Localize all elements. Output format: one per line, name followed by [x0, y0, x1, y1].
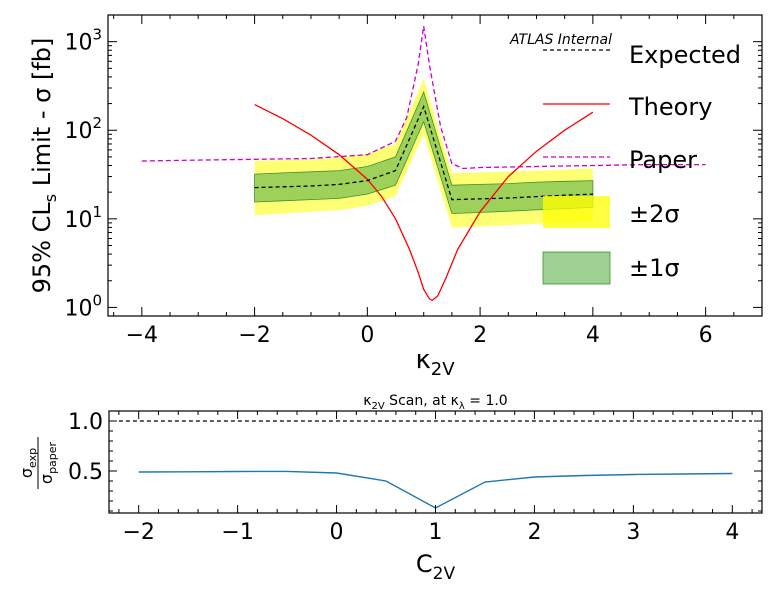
ratio-plot-title: κ2V Scan, at κλ = 1.0: [363, 393, 507, 412]
legend-handle-band2: [543, 196, 610, 228]
y-tick-label: 1.0: [68, 410, 103, 435]
legend-label: Theory: [628, 93, 712, 121]
legend-handle-band1: [542, 251, 611, 285]
x-axis-label: κ2V: [415, 345, 455, 380]
theory-line: [254, 104, 594, 302]
y-label-numerator: σexp: [17, 448, 39, 478]
atlas-watermark: ATLAS Internal: [509, 32, 612, 48]
x-tick-label: 2: [527, 520, 541, 545]
x-tick-label: 0: [330, 520, 344, 545]
paper-line: [141, 26, 706, 170]
legend-label: ±2σ: [629, 200, 680, 228]
legend-label: Paper: [629, 146, 697, 174]
x-tick-label: 1: [429, 520, 443, 545]
x-axis-label: C2V: [416, 550, 456, 584]
x-tick-label: −1: [221, 520, 253, 545]
x-tick-label: −4: [126, 323, 158, 348]
legend-label: Expected: [629, 41, 741, 69]
legend-label: ±1σ: [629, 254, 680, 282]
band-1sigma: [254, 90, 594, 214]
y-tick-label: 102: [64, 114, 102, 144]
x-tick-label: 3: [626, 520, 640, 545]
x-tick-label: 2: [473, 323, 487, 348]
ratio-plot: −2 −1 0 1 2 3 4 0.5 1.0 κ2V Scan, at κλ = 1.0 C2V σ…: [17, 393, 763, 584]
x-tick-label: −2: [122, 520, 154, 545]
main-limit-plot: −4 −2 0 2 4 6 100 101 102 103 κ2V 95% CLs Limit - σ…: [28, 14, 763, 380]
y-tick-label: 0.5: [68, 460, 103, 485]
y-tick-label: 100: [64, 291, 102, 321]
expected-line: [254, 104, 593, 201]
ratio-line: [138, 470, 733, 509]
x-tick-label: −2: [238, 323, 270, 348]
x-tick-label: 6: [699, 323, 713, 348]
y-tick-label: 103: [64, 26, 102, 56]
x-tick-label: 0: [360, 323, 374, 348]
y-axis-label: 95% CLs Limit - σ [fb]: [28, 38, 60, 294]
x-tick-label: 4: [586, 323, 600, 348]
x-tick-label: 4: [725, 520, 739, 545]
y-tick-label: 101: [64, 203, 102, 233]
plot-frame: [108, 410, 763, 514]
y-label-denominator: σpaper: [37, 441, 59, 484]
